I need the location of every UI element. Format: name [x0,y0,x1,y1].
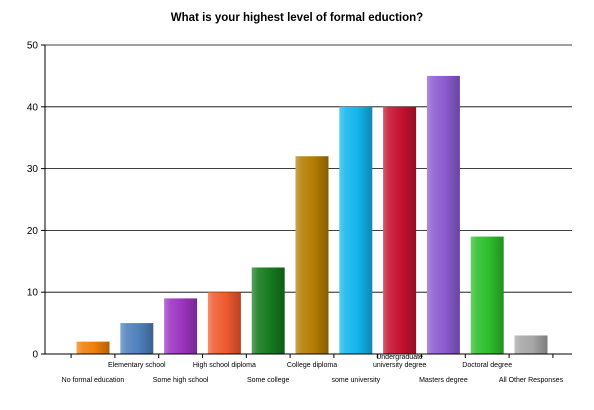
y-tick-label: 30 [27,164,39,175]
bar [295,156,329,354]
x-axis-category-labels: No formal education Elementary school Some… [62,354,564,384]
bar [164,298,198,354]
x-category-label: Some college [247,377,290,384]
bar [76,341,110,354]
bar [207,292,241,354]
bar [426,75,460,355]
bar [514,335,548,354]
x-category-label: Masters degree [419,377,468,384]
bar [339,106,373,354]
bar [470,236,504,354]
x-category-label: Undergraduate university degree [373,354,426,369]
x-category-label: Doctoral degree [462,362,512,369]
bars [76,75,548,355]
y-tick-label: 20 [27,226,39,237]
chart-title: What is your highest level of formal edu… [171,12,423,24]
y-tick-label: 50 [27,41,39,52]
y-tick-label: 0 [32,350,38,361]
x-category-label: Elementary school [108,362,166,369]
x-category-label: High school diploma [193,362,256,369]
y-tick-label: 10 [27,288,39,299]
y-axis-tick-labels: 0 10 20 30 40 50 [27,41,39,361]
x-category-label: some university [331,377,380,384]
x-category-label: No formal education [62,377,125,384]
x-category-label: College diploma [287,362,337,369]
bar [120,323,154,354]
bar [383,106,417,354]
axes [41,44,572,358]
x-category-label: All Other Responses [499,377,564,384]
y-tick-label: 40 [27,102,39,113]
x-category-label: Some high school [153,377,209,384]
bar [251,267,285,354]
